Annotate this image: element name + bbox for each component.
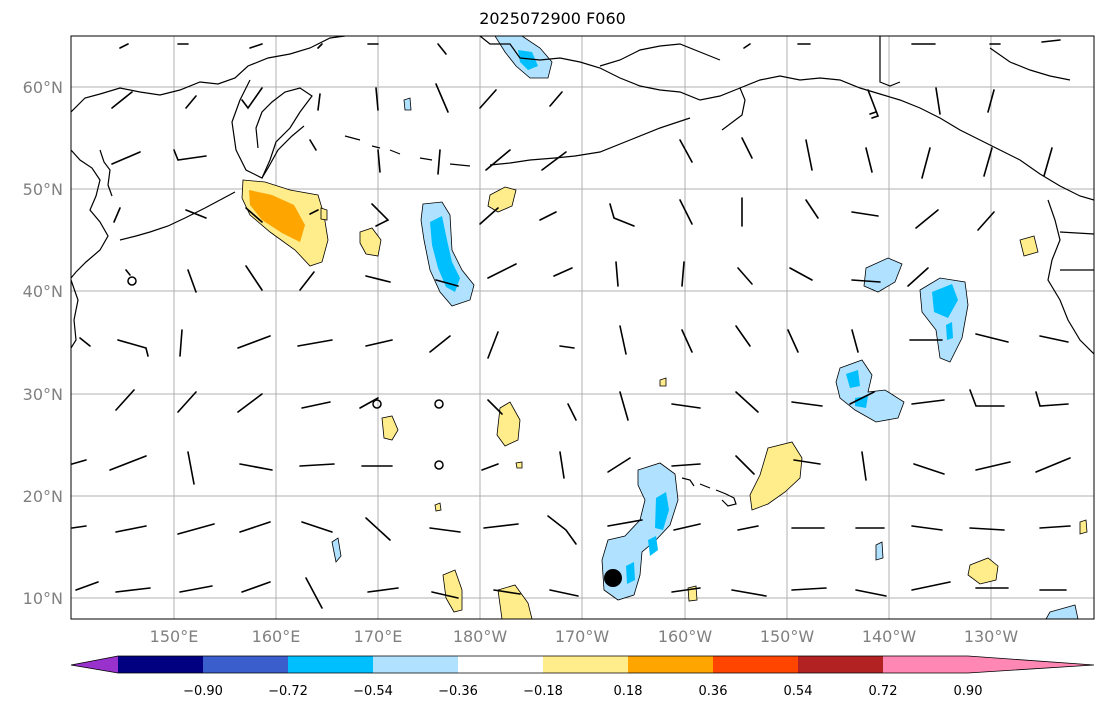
colorbar-tick-label: −0.90 xyxy=(183,684,223,699)
calm-circles xyxy=(127,276,444,470)
colorbar: −0.90 −0.72 −0.54 −0.36 −0.18 0.18 0.36 … xyxy=(70,655,1095,699)
colorbar-bin xyxy=(203,656,288,673)
coastlines xyxy=(71,36,1094,507)
lon-label: 180°W xyxy=(453,627,508,646)
lat-label: 10°N xyxy=(23,589,63,608)
map-frame xyxy=(70,35,1095,620)
latitude-labels: 60°N 50°N 40°N 30°N 20°N 10°N xyxy=(23,78,63,608)
colorbar-bin xyxy=(883,656,968,673)
colorbar-tick-label: −0.18 xyxy=(523,684,563,699)
lon-label: 150°W xyxy=(760,627,815,646)
lon-label: 160°W xyxy=(658,627,713,646)
colorbar-tick-label: −0.72 xyxy=(268,684,308,699)
map-title: 2025072900 F060 xyxy=(479,9,626,28)
colorbar-tick-label: 0.54 xyxy=(784,684,813,699)
colorbar-bin xyxy=(798,656,883,673)
colorbar-bin xyxy=(288,656,373,673)
colorbar-extend-left xyxy=(71,656,118,673)
storm-position-marker xyxy=(604,569,622,587)
lat-label: 50°N xyxy=(23,180,63,199)
lon-label: 150°E xyxy=(150,627,199,646)
anomaly-shading xyxy=(241,36,1088,619)
colorbar-tick-label: −0.36 xyxy=(438,684,478,699)
lon-label: 130°W xyxy=(964,627,1019,646)
colorbar-bin xyxy=(373,656,458,673)
colorbar-tick-label: 0.72 xyxy=(869,684,898,699)
colorbar-bin xyxy=(713,656,798,673)
colorbar-extend-right xyxy=(968,656,1094,673)
colorbar-bin xyxy=(628,656,713,673)
colorbar-tick-label: 0.90 xyxy=(954,684,983,699)
colorbar-tick-label: −0.54 xyxy=(353,684,393,699)
colorbar-outline xyxy=(70,655,1095,674)
lat-label: 20°N xyxy=(23,487,63,506)
wind-barbs xyxy=(71,39,1071,609)
colorbar-bin xyxy=(543,656,628,673)
lat-label: 40°N xyxy=(23,282,63,301)
lon-label: 170°W xyxy=(555,627,610,646)
colorbar-bin xyxy=(458,656,543,673)
lat-label: 30°N xyxy=(23,385,63,404)
lon-label: 170°E xyxy=(354,627,403,646)
colorbar-bin xyxy=(118,656,203,673)
colorbar-tick-label: 0.36 xyxy=(699,684,728,699)
colorbar-tick-label: 0.18 xyxy=(614,684,643,699)
lat-label: 60°N xyxy=(23,78,63,97)
longitude-labels: 150°E 160°E 170°E 180°W 170°W 160°W 150°… xyxy=(150,627,1019,646)
lon-label: 140°W xyxy=(862,627,917,646)
lon-label: 160°E xyxy=(252,627,301,646)
